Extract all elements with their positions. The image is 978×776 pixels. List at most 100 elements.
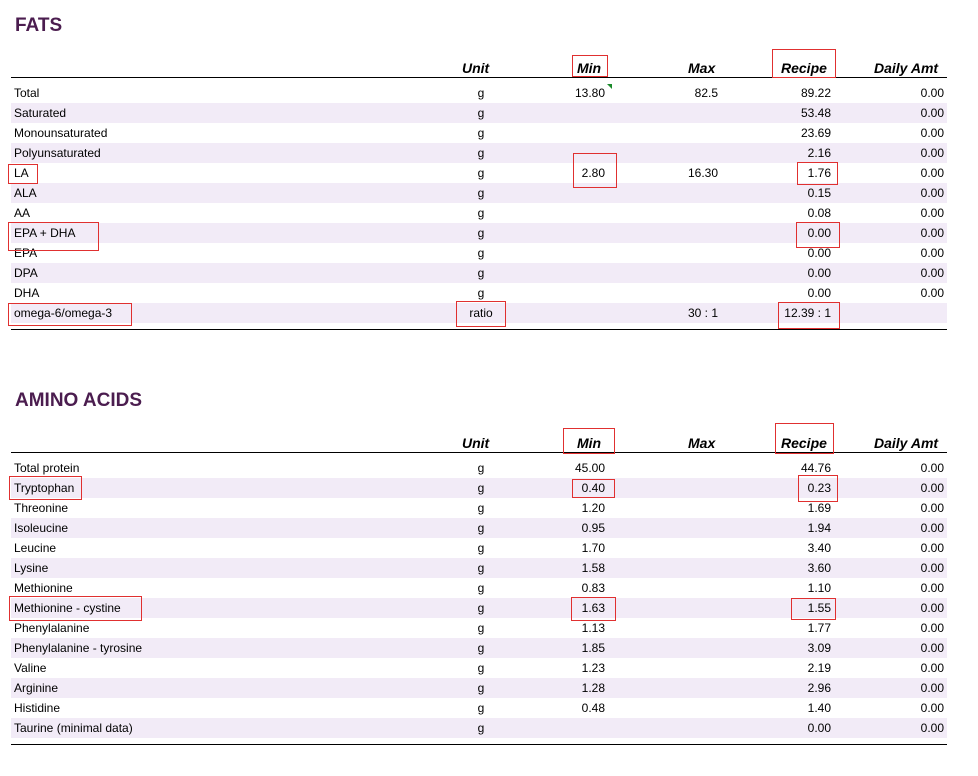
cell-unit[interactable]: g [477,226,485,240]
cell-unit[interactable]: g [477,246,485,260]
cell-unit[interactable]: g [477,501,485,515]
cell-name[interactable]: Total protein [14,461,80,475]
cell-min[interactable]: 1.23 [581,661,605,675]
cell-recipe[interactable]: 0.00 [807,286,831,300]
cell-name[interactable]: Leucine [14,541,57,555]
cell-min[interactable]: 1.58 [581,561,605,575]
cell-name[interactable]: Isoleucine [14,521,69,535]
cell-daily[interactable]: 0.00 [920,246,944,260]
cell-daily[interactable]: 0.00 [920,641,944,655]
cell-daily[interactable]: 0.00 [920,721,944,735]
cell-unit[interactable]: g [477,621,485,635]
cell-min[interactable]: 0.95 [581,521,605,535]
comment-marker-icon[interactable] [607,84,612,89]
cell-name[interactable]: Methionine - cystine [14,601,121,615]
cell-daily[interactable]: 0.00 [920,601,944,615]
cell-recipe[interactable]: 12.39 : 1 [784,306,831,320]
cell-unit[interactable]: g [477,106,485,120]
cell-name[interactable]: Phenylalanine [14,621,90,635]
cell-recipe[interactable]: 2.19 [807,661,831,675]
cell-unit[interactable]: g [477,266,485,280]
cell-name[interactable]: Phenylalanine - tyrosine [14,641,143,655]
cell-recipe[interactable]: 1.77 [807,621,831,635]
cell-min[interactable]: 1.70 [581,541,605,555]
cell-min[interactable]: 1.63 [581,601,605,615]
cell-name[interactable]: EPA + DHA [14,226,76,240]
cell-unit[interactable]: g [477,481,485,495]
cell-recipe[interactable]: 0.00 [807,226,831,240]
cell-daily[interactable]: 0.00 [920,541,944,555]
cell-unit[interactable]: g [477,641,485,655]
cell-recipe[interactable]: 1.94 [807,521,831,535]
cell-name[interactable]: Threonine [14,501,69,515]
cell-name[interactable]: Taurine (minimal data) [14,721,133,735]
cell-daily[interactable]: 0.00 [920,521,944,535]
cell-daily[interactable]: 0.00 [920,661,944,675]
cell-min[interactable]: 0.40 [581,481,605,495]
cell-name[interactable]: LA [14,166,29,180]
cell-recipe[interactable]: 89.22 [800,86,831,100]
cell-recipe[interactable]: 1.76 [807,166,831,180]
cell-recipe[interactable]: 0.23 [807,481,831,495]
cell-name[interactable]: Valine [14,661,47,675]
cell-recipe[interactable]: 3.60 [807,561,831,575]
cell-min[interactable]: 1.13 [581,621,605,635]
cell-name[interactable]: EPA [14,246,38,260]
cell-max[interactable]: 30 : 1 [687,306,718,320]
cell-recipe[interactable]: 1.10 [807,581,831,595]
cell-recipe[interactable]: 2.96 [807,681,831,695]
cell-unit[interactable]: g [477,86,485,100]
cell-name[interactable]: Saturated [14,106,67,120]
cell-daily[interactable]: 0.00 [920,86,944,100]
cell-name[interactable]: DPA [14,266,38,280]
cell-name[interactable]: omega-6/omega-3 [14,306,113,320]
cell-name[interactable]: Lysine [14,561,49,575]
cell-name[interactable]: Total [14,86,40,100]
cell-unit[interactable]: g [477,661,485,675]
cell-unit[interactable]: g [477,146,485,160]
cell-name[interactable]: Monounsaturated [14,126,108,140]
cell-min[interactable]: 0.48 [581,701,605,715]
cell-unit[interactable]: g [477,166,485,180]
cell-daily[interactable]: 0.00 [920,701,944,715]
cell-unit[interactable]: g [477,521,485,535]
cell-recipe[interactable]: 1.69 [807,501,831,515]
cell-name[interactable]: Methionine [14,581,73,595]
cell-unit[interactable]: g [477,186,485,200]
cell-daily[interactable]: 0.00 [920,501,944,515]
cell-daily[interactable]: 0.00 [920,621,944,635]
cell-unit[interactable]: g [477,701,485,715]
cell-daily[interactable]: 0.00 [920,561,944,575]
cell-name[interactable]: Histidine [14,701,61,715]
cell-daily[interactable]: 0.00 [920,186,944,200]
cell-unit[interactable]: ratio [469,306,493,320]
cell-min[interactable]: 1.20 [581,501,605,515]
cell-min[interactable]: 1.28 [581,681,605,695]
cell-name[interactable]: AA [14,206,31,220]
cell-recipe[interactable]: 3.40 [807,541,831,555]
cell-unit[interactable]: g [477,681,485,695]
cell-recipe[interactable]: 2.16 [807,146,831,160]
cell-recipe[interactable]: 0.08 [807,206,831,220]
cell-name[interactable]: DHA [14,286,40,300]
cell-daily[interactable]: 0.00 [920,461,944,475]
cell-name[interactable]: ALA [14,186,37,200]
cell-daily[interactable]: 0.00 [920,266,944,280]
cell-unit[interactable]: g [477,561,485,575]
cell-recipe[interactable]: 3.09 [807,641,831,655]
cell-daily[interactable]: 0.00 [920,481,944,495]
cell-recipe[interactable]: 0.00 [807,266,831,280]
cell-min[interactable]: 0.83 [581,581,605,595]
cell-unit[interactable]: g [477,286,485,300]
cell-daily[interactable]: 0.00 [920,681,944,695]
cell-unit[interactable]: g [477,206,485,220]
cell-daily[interactable]: 0.00 [920,206,944,220]
cell-unit[interactable]: g [477,126,485,140]
cell-unit[interactable]: g [477,581,485,595]
cell-name[interactable]: Tryptophan [14,481,75,495]
cell-unit[interactable]: g [477,601,485,615]
cell-daily[interactable]: 0.00 [920,166,944,180]
cell-max[interactable]: 82.5 [694,86,718,100]
cell-recipe[interactable]: 0.15 [807,186,831,200]
cell-unit[interactable]: g [477,541,485,555]
